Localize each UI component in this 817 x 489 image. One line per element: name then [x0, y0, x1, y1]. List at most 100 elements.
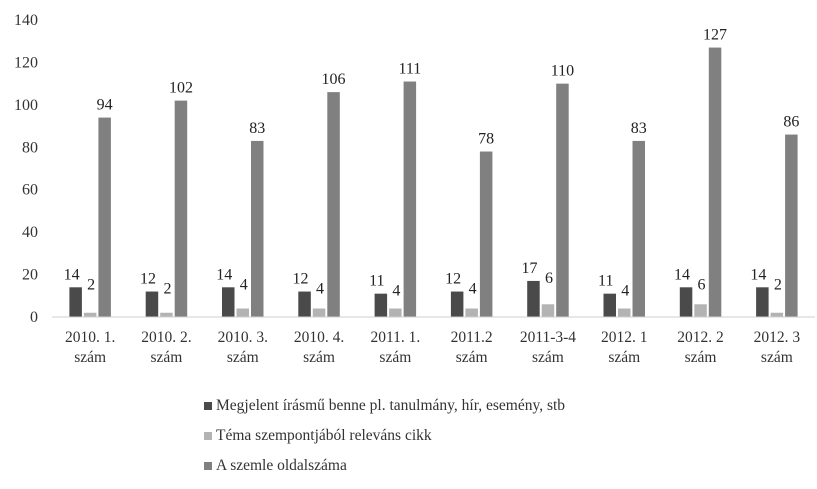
data-label: 6 [698, 276, 706, 293]
data-label: 12 [293, 271, 309, 288]
category-label: szám [685, 349, 717, 366]
bar [556, 83, 569, 318]
category-label: szám [532, 349, 564, 366]
legend-label: Megjelent írásmű benne pl. tanulmány, hí… [216, 397, 565, 414]
data-label: 17 [521, 260, 537, 277]
category-label: 2010. 4. [294, 329, 344, 346]
category-label: 2012. 2 [677, 329, 724, 346]
category-label: 2011.2 [451, 329, 493, 346]
data-label: 106 [322, 71, 346, 88]
data-label: 83 [631, 120, 647, 137]
legend-label: A szemle oldalszáma [216, 457, 347, 474]
data-label: 11 [369, 273, 384, 290]
category-label: szám [608, 349, 640, 366]
bar [83, 312, 97, 317]
bar [69, 287, 82, 317]
data-labels: 14 2 94 12 2 102 14 4 83 12 4 106 11 4 111 12 4 78 17 6 110 1… [64, 27, 800, 300]
y-tick-label: 140 [14, 12, 38, 29]
y-axis-ticks: 0 20 40 60 80 100 120 140 [14, 12, 38, 326]
data-label: 83 [249, 120, 265, 137]
data-label: 127 [703, 27, 727, 44]
data-label: 4 [469, 281, 477, 298]
y-tick-label: 80 [22, 139, 38, 156]
bar [222, 287, 235, 317]
bar [756, 287, 769, 317]
data-label: 14 [674, 266, 690, 283]
bar [785, 134, 798, 317]
bar [160, 312, 173, 317]
data-label: 110 [551, 63, 574, 80]
bar [236, 308, 249, 317]
bar [541, 304, 555, 317]
y-tick-label: 60 [22, 182, 38, 199]
y-tick-label: 120 [14, 54, 38, 71]
data-label: 2 [87, 276, 95, 293]
bar [145, 291, 159, 317]
category-label: 2011-3-4 [520, 329, 576, 346]
category-label: 2012. 3 [754, 329, 801, 346]
data-label: 14 [750, 266, 766, 283]
category-label: szám [456, 349, 488, 366]
category-label: 2010. 3. [218, 329, 268, 346]
bar [251, 140, 264, 317]
legend-swatch [204, 432, 212, 440]
bar [298, 291, 311, 317]
bar [450, 291, 464, 317]
bar [312, 308, 326, 317]
bar [694, 304, 707, 317]
y-tick-label: 40 [22, 224, 38, 241]
data-label: 2 [163, 281, 171, 298]
y-tick-label: 0 [30, 309, 38, 326]
bars [69, 47, 798, 318]
legend-swatch [204, 402, 212, 410]
y-tick-label: 20 [22, 267, 38, 284]
data-label: 4 [316, 281, 324, 298]
data-label: 12 [445, 271, 461, 288]
data-label: 12 [140, 271, 156, 288]
category-label: szám [303, 349, 335, 366]
bar [174, 100, 188, 317]
category-label: 2011. 1. [370, 329, 420, 346]
bar [770, 312, 784, 317]
category-label: 2012. 1 [601, 329, 648, 346]
data-label: 4 [240, 276, 248, 293]
category-label: 2010. 1. [65, 329, 115, 346]
bar [98, 117, 111, 317]
category-label: szám [227, 349, 259, 366]
data-label: 86 [783, 114, 799, 131]
bar [603, 293, 616, 317]
data-label: 14 [216, 266, 232, 283]
data-label: 2 [774, 276, 782, 293]
bar [679, 287, 693, 317]
data-label: 78 [478, 131, 494, 148]
data-label: 11 [598, 273, 613, 290]
bar [527, 280, 540, 317]
category-label: szám [74, 349, 106, 366]
data-label: 14 [64, 266, 80, 283]
data-label: 102 [169, 80, 193, 97]
category-label: szám [379, 349, 411, 366]
bar [389, 308, 402, 317]
bar [708, 47, 722, 317]
category-label: 2010. 2. [141, 329, 191, 346]
bar [479, 151, 493, 317]
bar [618, 308, 631, 317]
data-label: 4 [392, 283, 400, 300]
category-label: szám [761, 349, 793, 366]
bar [632, 140, 645, 317]
category-labels: 2010. 1. szám 2010. 2. szám 2010. 3. szám 2010… [65, 329, 800, 366]
legend-swatch [204, 462, 212, 470]
data-label: 4 [621, 283, 629, 300]
bar [403, 81, 417, 318]
category-label: szám [151, 349, 183, 366]
data-label: 111 [398, 61, 421, 78]
legend: Megjelent írásmű benne pl. tanulmány, hí… [204, 397, 565, 474]
data-label: 94 [97, 97, 113, 114]
bar [374, 293, 388, 317]
data-label: 6 [545, 270, 553, 287]
y-tick-label: 100 [14, 97, 38, 114]
legend-label: Téma szempontjából releváns cikk [216, 427, 432, 444]
bar [465, 308, 478, 317]
bar [327, 92, 340, 317]
